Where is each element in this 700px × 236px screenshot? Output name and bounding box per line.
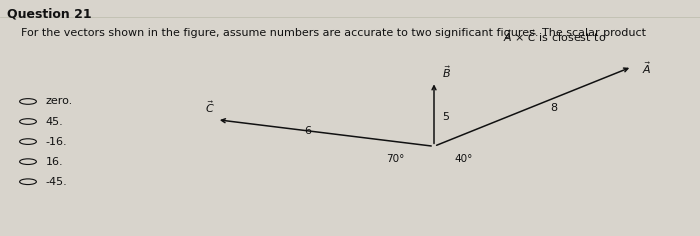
Text: For the vectors shown in the figure, assume numbers are accurate to two signific: For the vectors shown in the figure, ass… [21,28,646,38]
Text: 6: 6 [304,126,312,136]
Text: 70°: 70° [386,154,405,164]
Text: 5: 5 [442,112,449,122]
Text: 45.: 45. [46,117,63,126]
Text: $\vec{C}$: $\vec{C}$ [205,99,215,115]
Text: zero.: zero. [46,97,73,106]
Text: $\vec{B}$: $\vec{B}$ [442,64,452,80]
Text: -16.: -16. [46,137,67,147]
Text: 16.: 16. [46,157,63,167]
Text: $\vec{A}$: $\vec{A}$ [643,60,652,76]
Text: 40°: 40° [454,154,472,164]
Text: Question 21: Question 21 [7,7,92,20]
Text: 8: 8 [550,103,557,114]
Text: $\vec{A}$ × $\vec{C}$ is closest to: $\vec{A}$ × $\vec{C}$ is closest to [503,28,606,44]
Text: -45.: -45. [46,177,67,187]
